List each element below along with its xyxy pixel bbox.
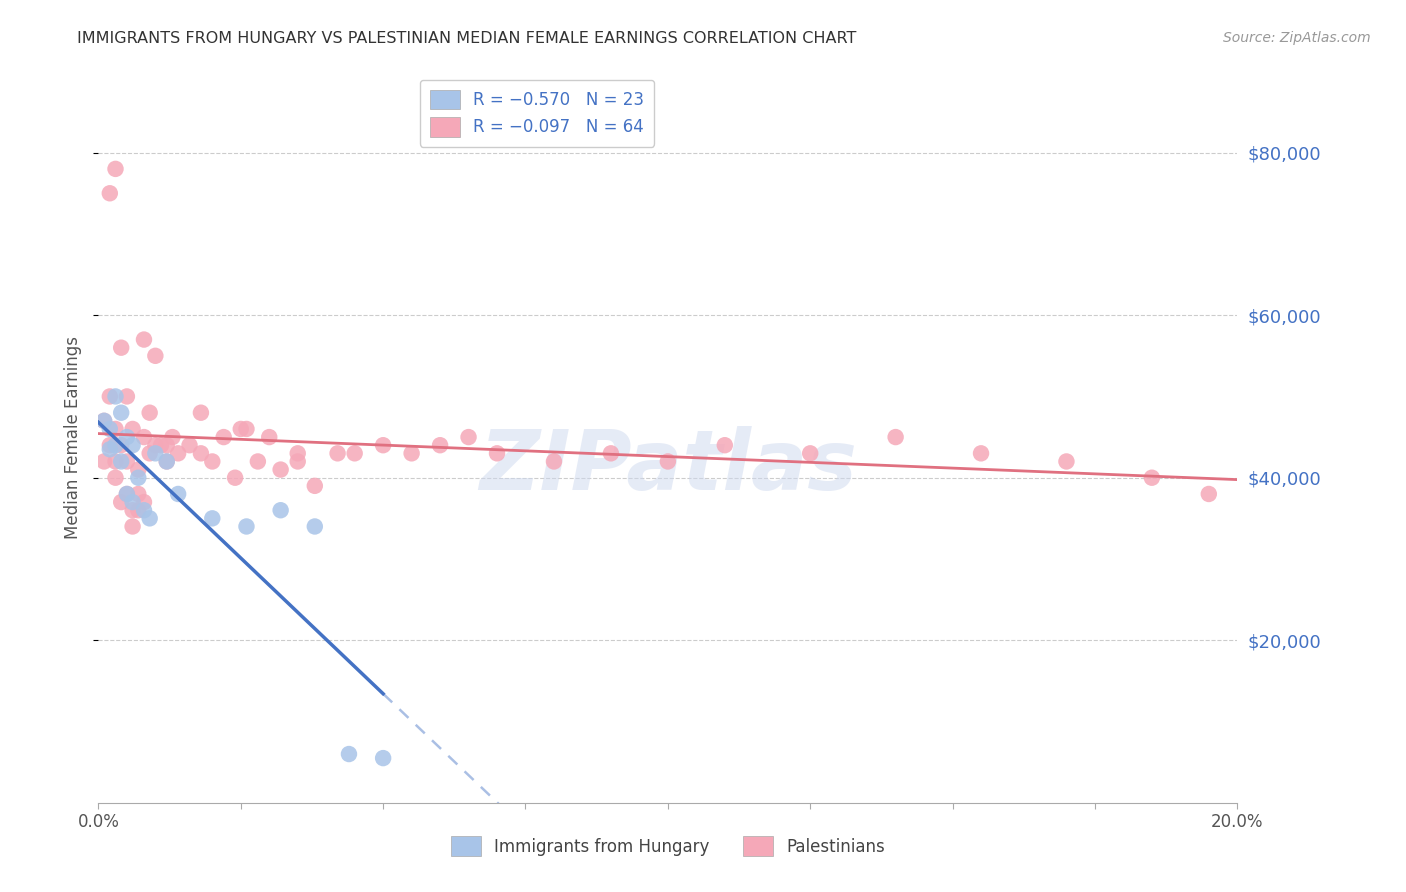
Point: [132, 495, 155, 509]
Point: [235, 519, 257, 533]
Point: [110, 454, 132, 468]
Point: [98, 442, 121, 457]
Point: [270, 462, 292, 476]
Point: [337, 747, 360, 761]
Point: [110, 341, 132, 355]
Text: Source: ZipAtlas.com: Source: ZipAtlas.com: [1223, 31, 1371, 45]
Point: [543, 454, 565, 468]
Point: [167, 446, 190, 460]
Point: [115, 487, 138, 501]
Point: [121, 422, 143, 436]
Point: [179, 438, 201, 452]
Point: [156, 454, 179, 468]
Point: [259, 430, 281, 444]
Point: [127, 462, 149, 476]
Point: [93, 414, 115, 428]
Point: [884, 430, 907, 444]
Point: [229, 422, 252, 436]
Point: [121, 519, 143, 533]
Point: [132, 333, 155, 347]
Point: [93, 414, 115, 428]
Point: [145, 349, 167, 363]
Point: [201, 454, 224, 468]
Point: [138, 446, 160, 460]
Point: [138, 511, 160, 525]
Point: [970, 446, 993, 460]
Point: [304, 479, 326, 493]
Point: [212, 430, 235, 444]
Point: [127, 487, 149, 501]
Point: [115, 389, 138, 403]
Point: [104, 389, 127, 403]
Point: [373, 438, 395, 452]
Point: [156, 454, 179, 468]
Point: [115, 430, 138, 444]
Point: [145, 438, 167, 452]
Point: [115, 487, 138, 501]
Point: [287, 446, 309, 460]
Point: [121, 503, 143, 517]
Point: [98, 389, 121, 403]
Point: [104, 438, 127, 452]
Point: [156, 438, 179, 452]
Point: [201, 511, 224, 525]
Point: [714, 438, 737, 452]
Point: [104, 422, 127, 436]
Point: [104, 161, 127, 176]
Point: [110, 438, 132, 452]
Point: [104, 454, 127, 468]
Point: [150, 438, 173, 452]
Point: [132, 503, 155, 517]
Point: [121, 438, 143, 452]
Point: [429, 438, 451, 452]
Point: [162, 430, 184, 444]
Y-axis label: Median Female Earnings: Median Female Earnings: [65, 335, 83, 539]
Point: [110, 495, 132, 509]
Point: [138, 406, 160, 420]
Point: [167, 487, 190, 501]
Point: [121, 495, 143, 509]
Point: [287, 454, 309, 468]
Point: [246, 454, 269, 468]
Point: [224, 471, 246, 485]
Point: [373, 751, 395, 765]
Point: [127, 471, 149, 485]
Point: [457, 430, 479, 444]
Legend: Immigrants from Hungary, Palestinians: Immigrants from Hungary, Palestinians: [443, 828, 893, 864]
Point: [326, 446, 349, 460]
Point: [190, 406, 212, 420]
Point: [190, 446, 212, 460]
Point: [657, 454, 679, 468]
Point: [1056, 454, 1078, 468]
Text: ZIPatlas: ZIPatlas: [479, 425, 856, 507]
Point: [343, 446, 366, 460]
Point: [115, 454, 138, 468]
Point: [799, 446, 821, 460]
Point: [401, 446, 423, 460]
Point: [98, 438, 121, 452]
Text: IMMIGRANTS FROM HUNGARY VS PALESTINIAN MEDIAN FEMALE EARNINGS CORRELATION CHART: IMMIGRANTS FROM HUNGARY VS PALESTINIAN M…: [77, 31, 856, 46]
Point: [98, 186, 121, 201]
Point: [1140, 471, 1163, 485]
Point: [104, 471, 127, 485]
Point: [235, 422, 257, 436]
Point: [600, 446, 623, 460]
Point: [127, 503, 149, 517]
Point: [93, 454, 115, 468]
Point: [145, 446, 167, 460]
Point: [98, 422, 121, 436]
Point: [304, 519, 326, 533]
Point: [486, 446, 509, 460]
Point: [270, 503, 292, 517]
Point: [1198, 487, 1220, 501]
Point: [110, 406, 132, 420]
Point: [132, 430, 155, 444]
